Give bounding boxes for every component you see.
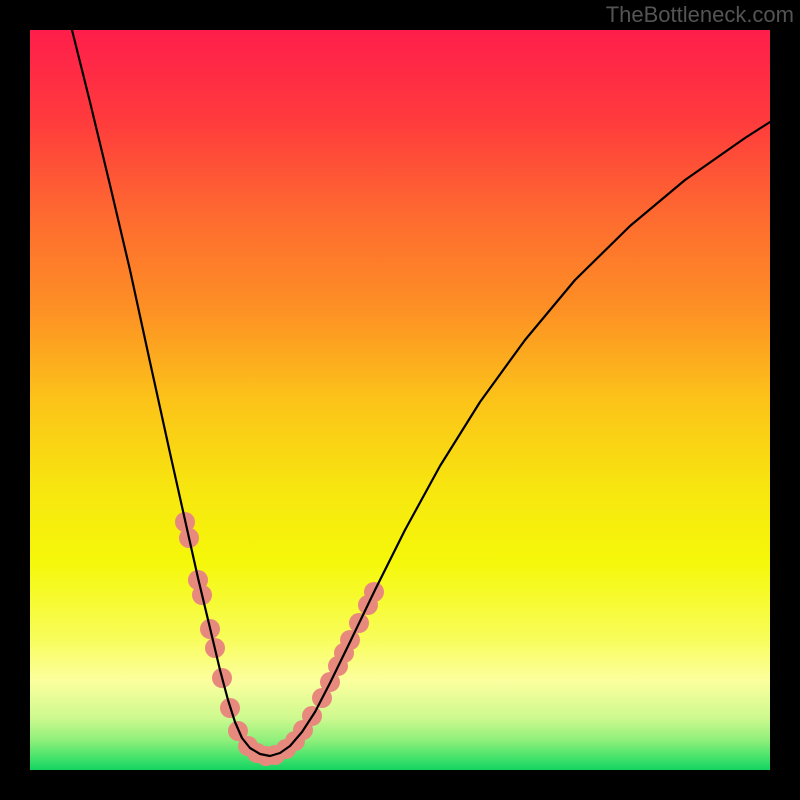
- bottleneck-curve: [72, 30, 770, 756]
- chart-stage: TheBottleneck.com: [0, 0, 800, 800]
- watermark-text: TheBottleneck.com: [606, 2, 794, 28]
- curve-layer: [30, 30, 770, 770]
- plot-area: [30, 30, 770, 770]
